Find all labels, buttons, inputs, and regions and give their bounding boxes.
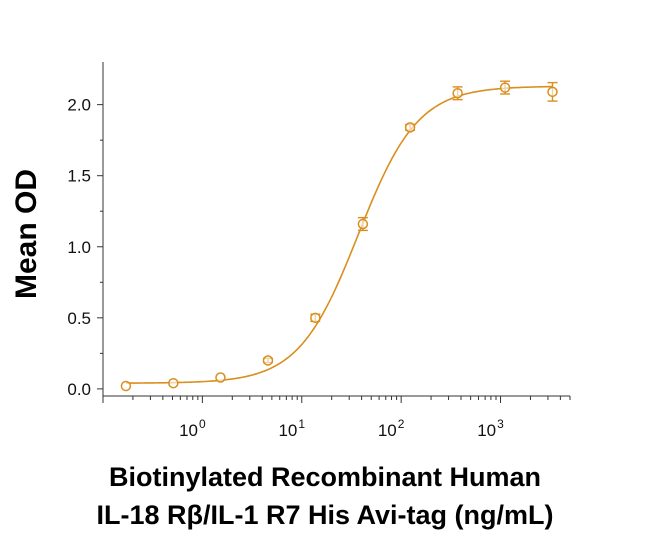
y-tick-label: 2.0: [67, 96, 91, 115]
x-tick-exponent: 1: [298, 417, 305, 431]
data-marker: [452, 88, 463, 99]
data-point: [262, 355, 274, 366]
data-point: [168, 377, 179, 389]
data-points-layer: [120, 80, 558, 392]
data-marker: [168, 377, 179, 389]
data-point: [547, 81, 558, 102]
x-tick-label: 102: [378, 417, 405, 440]
y-tick-label: 1.5: [67, 167, 91, 186]
fit-curve: [125, 85, 553, 384]
data-point: [452, 86, 463, 101]
x-tick-label: 101: [278, 417, 305, 440]
x-tick-label: 100: [179, 417, 206, 440]
data-marker: [499, 82, 511, 93]
y-tick-label: 1.0: [67, 238, 91, 257]
data-marker: [120, 380, 132, 392]
data-marker: [262, 355, 274, 366]
x-axis-label-line-2: IL-18 Rβ/IL-1 R7 His Avi-tag (ng/mL): [96, 500, 554, 530]
data-marker: [404, 122, 416, 133]
data-point: [120, 380, 132, 392]
data-point: [404, 122, 416, 133]
fit-curve-layer: [125, 85, 553, 384]
x-tick-exponent: 3: [497, 417, 504, 431]
data-point: [310, 312, 321, 324]
x-tick-label: 103: [477, 417, 504, 440]
data-marker: [310, 312, 321, 324]
data-point: [357, 216, 369, 232]
data-point: [499, 80, 511, 95]
x-tick-exponent: 2: [398, 417, 405, 431]
x-axis-label-line-1: Biotinylated Recombinant Human: [108, 462, 542, 492]
data-point: [215, 372, 226, 383]
y-axis-label: Mean OD: [10, 169, 43, 299]
data-marker: [547, 86, 558, 98]
data-marker: [215, 372, 226, 383]
data-marker: [357, 218, 369, 230]
y-tick-label: 0.0: [67, 380, 91, 399]
x-tick-exponent: 0: [199, 417, 206, 431]
y-tick-label: 0.5: [67, 309, 91, 328]
